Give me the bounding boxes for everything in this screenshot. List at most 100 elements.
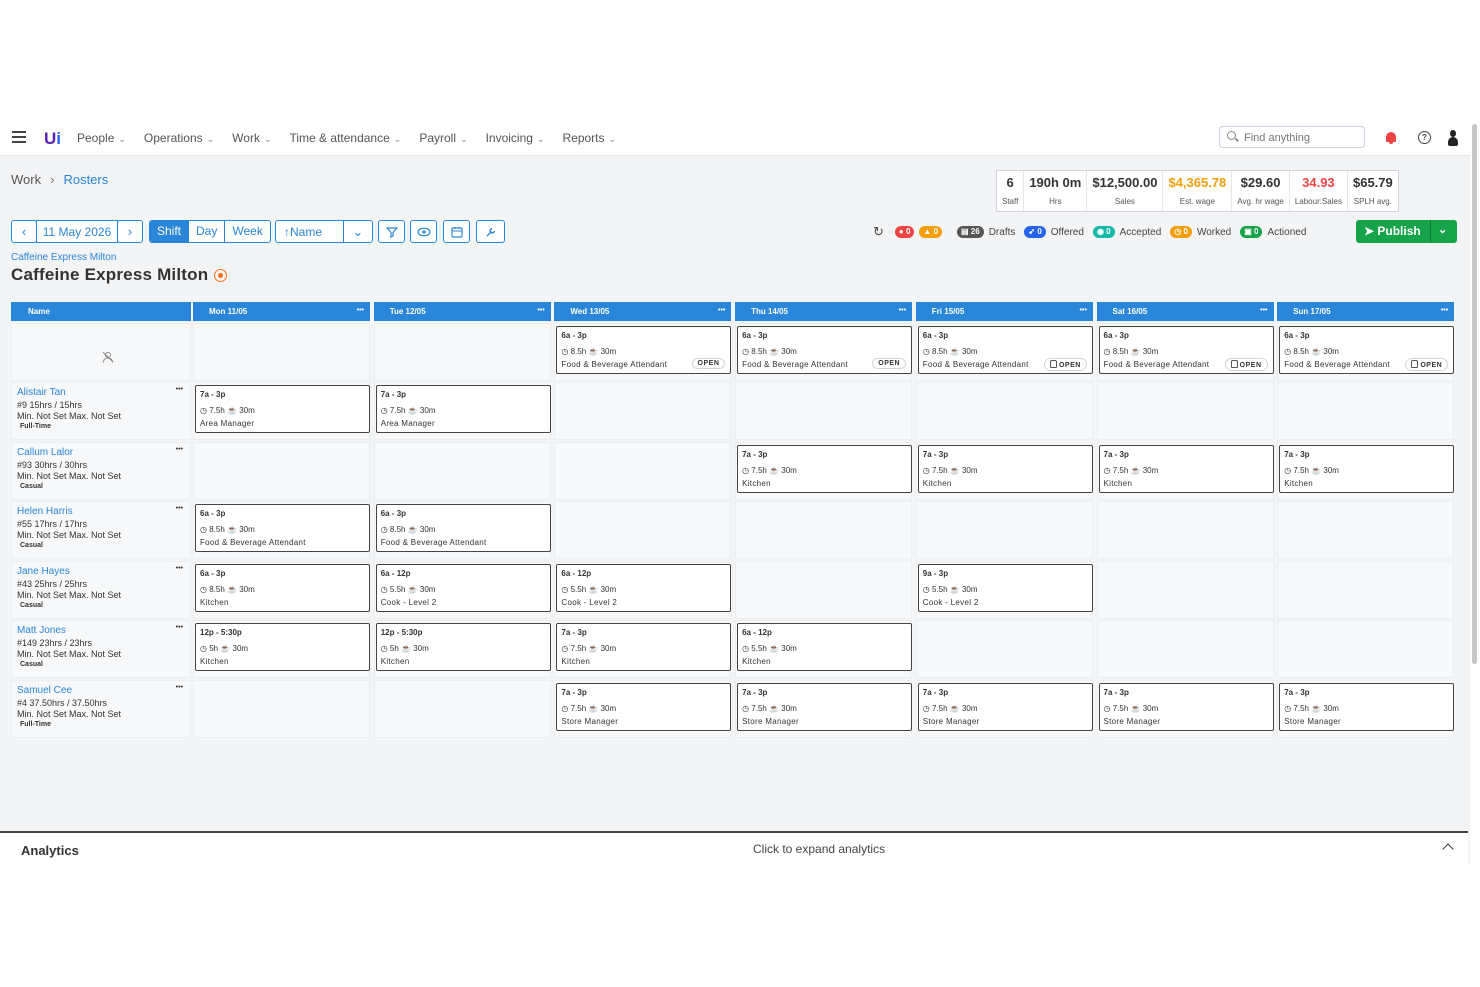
refresh-icon[interactable]: ↻ [873, 224, 884, 239]
shift-card[interactable]: 6a - 12p ◷ 5.5h ☕ 30m Kitchen [737, 623, 913, 671]
location-link[interactable]: Caffeine Express Milton [11, 252, 117, 263]
publish-dropdown-chevron-icon[interactable]: ⌄ [1438, 224, 1448, 236]
more-options-icon[interactable]: ••• [175, 624, 183, 631]
roster-cell[interactable] [1277, 501, 1455, 559]
staff-name-link[interactable]: Alistair Tan [17, 387, 66, 398]
nav-item[interactable]: Reports ⌄ [562, 131, 616, 145]
roster-cell[interactable] [1277, 620, 1455, 678]
nav-item[interactable]: Time & attendance ⌄ [290, 131, 402, 145]
roster-cell[interactable] [735, 561, 913, 619]
visibility-button[interactable] [410, 220, 437, 243]
date-picker-button[interactable]: 11 May 2026 [36, 220, 118, 243]
shift-card[interactable]: 6a - 12p ◷ 5.5h ☕ 30m Cook - Level 2 [375, 564, 551, 612]
breadcrumb-current[interactable]: Rosters [63, 172, 109, 187]
calendar-button[interactable] [443, 220, 470, 243]
shift-card[interactable]: 7a - 3p ◷ 7.5h ☕ 30m Store Manager [737, 683, 913, 731]
roster-cell[interactable] [735, 501, 913, 559]
analytics-panel[interactable]: Analytics Click to expand analytics [0, 831, 1468, 866]
filter-button[interactable] [378, 220, 405, 243]
roster-cell[interactable] [1277, 561, 1455, 619]
roster-cell[interactable] [193, 442, 370, 500]
day-header[interactable]: Wed 13/05 ••• [554, 302, 732, 321]
shift-card[interactable]: 6a - 12p ◷ 5.5h ☕ 30m Cook - Level 2 [556, 564, 732, 612]
drafts-badge[interactable]: ▤ 26 [957, 226, 984, 238]
roster-cell[interactable] [193, 323, 370, 381]
notification-bell-icon[interactable] [1386, 132, 1396, 144]
chevron-up-icon[interactable] [1442, 843, 1454, 855]
view-shift-button[interactable]: Shift [150, 221, 190, 242]
shift-card[interactable]: 7a - 3p ◷ 7.5h ☕ 30m Store Manager [556, 683, 732, 731]
roster-cell[interactable] [915, 382, 1093, 440]
roster-cell[interactable] [1096, 561, 1274, 619]
sort-dropdown-button[interactable]: ⌄ [343, 220, 373, 243]
day-header[interactable]: Thu 14/05 ••• [735, 302, 913, 321]
more-options-icon[interactable]: ••• [1440, 307, 1449, 314]
more-options-icon[interactable]: ••• [356, 307, 364, 314]
warnings-badge[interactable]: ▲ 0 [919, 226, 943, 238]
roster-cell[interactable] [735, 382, 913, 440]
actioned-badge[interactable]: ▣ 0 [1240, 226, 1263, 238]
scrollbar-thumb[interactable] [1472, 124, 1477, 664]
view-week-button[interactable]: Week [232, 224, 263, 238]
shift-card[interactable]: 7a - 3p ◷ 7.5h ☕ 30m Kitchen [917, 445, 1093, 493]
more-options-icon[interactable]: ••• [175, 446, 183, 453]
prev-week-button[interactable]: ‹ [11, 220, 37, 243]
open-shift-card[interactable]: 6a - 3p ◷ 8.5h ☕ 30m Food & Beverage Atten… [917, 326, 1093, 374]
roster-cell[interactable] [554, 382, 732, 440]
nav-item[interactable]: People ⌄ [77, 131, 126, 145]
staff-name-link[interactable]: Jane Hayes [17, 566, 70, 577]
staff-name-link[interactable]: Samuel Cee [17, 685, 73, 696]
open-shift-card[interactable]: 6a - 3p ◷ 8.5h ☕ 30m Food & Beverage Atten… [1098, 326, 1274, 374]
nav-item[interactable]: Work ⌄ [232, 131, 271, 145]
search-box[interactable] [1219, 126, 1365, 148]
tools-button[interactable] [476, 220, 505, 243]
publish-button[interactable]: ➤ Publish ⌄ [1356, 220, 1457, 243]
roster-cell[interactable] [373, 442, 551, 500]
roster-cell[interactable] [1277, 382, 1455, 440]
shift-card[interactable]: 9a - 3p ◷ 5.5h ☕ 30m Cook - Level 2 [917, 564, 1093, 612]
accepted-badge[interactable]: ◉ 0 [1092, 226, 1115, 238]
day-header[interactable]: Tue 12/05 ••• [373, 302, 551, 321]
location-status-icon[interactable] [214, 269, 228, 283]
roster-cell[interactable] [1096, 501, 1274, 559]
analytics-expand-hint[interactable]: Click to expand analytics [753, 842, 886, 856]
more-options-icon[interactable]: ••• [1079, 307, 1087, 314]
day-header[interactable]: Sat 16/05 ••• [1096, 302, 1274, 321]
day-header[interactable]: Mon 11/05 ••• [193, 302, 370, 321]
shift-card[interactable]: 7a - 3p ◷ 7.5h ☕ 30m Store Manager [1098, 683, 1274, 731]
nav-item[interactable]: Invoicing ⌄ [486, 131, 545, 145]
shift-card[interactable]: 6a - 3p ◷ 8.5h ☕ 30m Food & Beverage Atten… [375, 504, 551, 552]
view-day-button[interactable]: Day [189, 221, 226, 242]
day-header[interactable]: Fri 15/05 ••• [915, 302, 1093, 321]
nav-item[interactable]: Operations ⌄ [144, 131, 214, 145]
more-options-icon[interactable]: ••• [175, 505, 183, 512]
roster-cell[interactable] [915, 501, 1093, 559]
vertical-scrollbar[interactable] [1470, 120, 1480, 864]
more-options-icon[interactable]: ••• [537, 307, 545, 314]
user-avatar-icon[interactable] [1447, 130, 1459, 146]
staff-name-link[interactable]: Callum Lalor [17, 447, 74, 458]
shift-card[interactable]: 7a - 3p ◷ 7.5h ☕ 30m Store Manager [1279, 683, 1455, 731]
more-options-icon[interactable]: ••• [175, 684, 183, 691]
roster-cell[interactable] [554, 501, 732, 559]
shift-card[interactable]: 7a - 3p ◷ 7.5h ☕ 30m Kitchen [556, 623, 732, 671]
help-icon[interactable]: ? [1418, 131, 1431, 144]
breadcrumb-parent[interactable]: Work [11, 172, 42, 187]
shift-card[interactable]: 7a - 3p ◷ 7.5h ☕ 30m Area Manager [195, 385, 370, 433]
day-header[interactable]: Sun 17/05 ••• [1277, 302, 1455, 321]
app-logo[interactable]: Ui [44, 129, 62, 148]
roster-cell[interactable] [1096, 382, 1274, 440]
roster-cell[interactable] [373, 680, 551, 738]
more-options-icon[interactable]: ••• [1260, 307, 1268, 314]
more-options-icon[interactable]: ••• [898, 307, 907, 314]
roster-cell[interactable] [373, 323, 551, 381]
more-options-icon[interactable]: ••• [175, 565, 183, 572]
roster-cell[interactable] [554, 442, 732, 500]
sort-by-button[interactable]: ↑ Name [275, 220, 345, 243]
open-shift-card[interactable]: 6a - 3p ◷ 8.5h ☕ 30m Food & Beverage Atten… [556, 326, 732, 374]
roster-cell[interactable] [1096, 620, 1274, 678]
shift-card[interactable]: 7a - 3p ◷ 7.5h ☕ 30m Store Manager [917, 683, 1093, 731]
offered-badge[interactable]: ➶ 0 [1024, 226, 1046, 238]
shift-card[interactable]: 7a - 3p ◷ 7.5h ☕ 30m Area Manager [375, 385, 551, 433]
next-week-button[interactable]: › [117, 220, 143, 243]
